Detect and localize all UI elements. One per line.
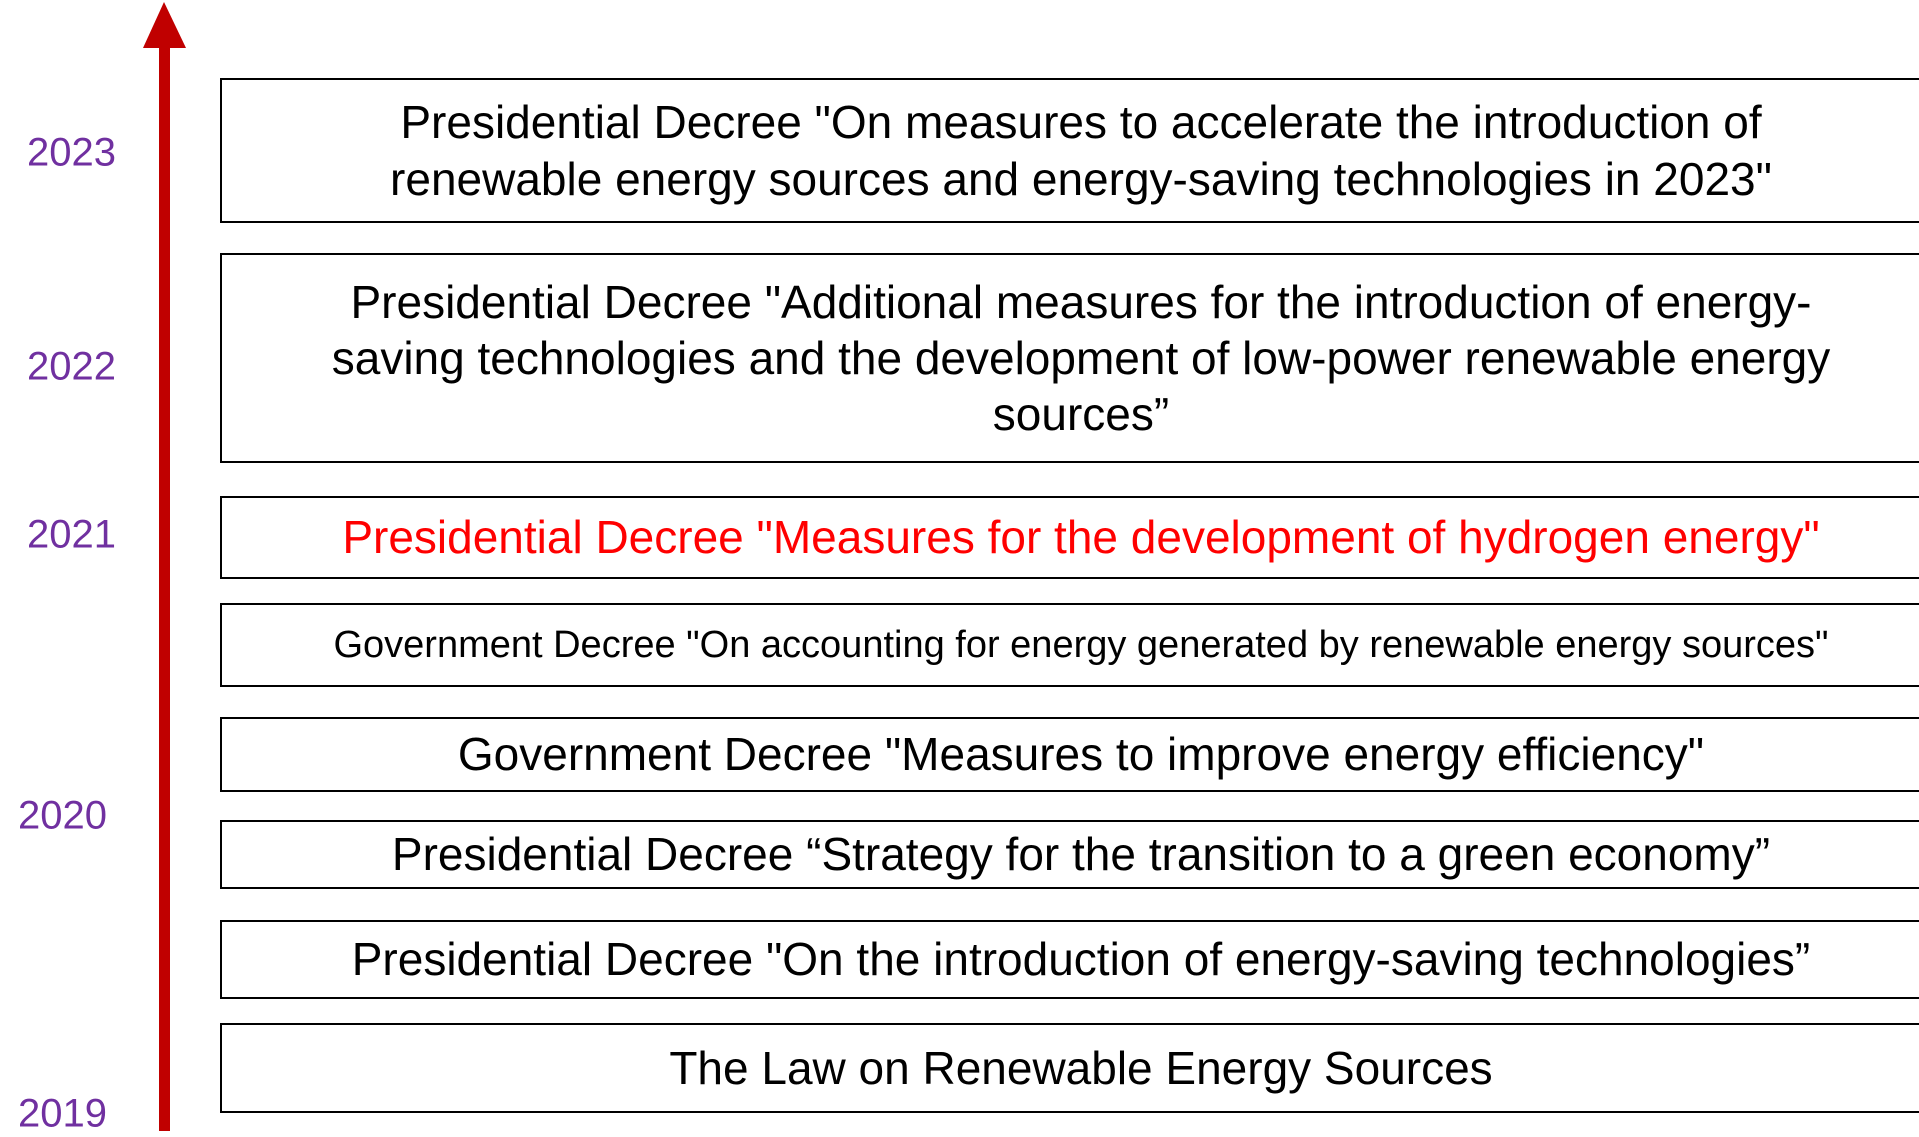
decree-text: The Law on Renewable Energy Sources [669,1041,1493,1094]
timeline-arrow [143,2,186,1131]
decree-text: Government Decree "On accounting for ene… [333,623,1829,666]
year-label: 2021 [27,512,116,557]
decree-box: Presidential Decree "Additional measures… [220,253,1919,463]
decree-box: The Law on Renewable Energy Sources [220,1023,1919,1113]
year-label: 2022 [27,344,116,389]
decree-box: Government Decree "Measures to improve e… [220,717,1919,792]
decree-text: Presidential Decree "Additional measures… [331,275,1831,441]
year-label: 2020 [18,793,107,838]
decree-box: Presidential Decree “Strategy for the tr… [220,820,1919,889]
decree-text: Presidential Decree "Measures for the de… [342,511,1820,564]
arrow-head [143,2,186,48]
decree-text: Presidential Decree “Strategy for the tr… [391,828,1771,881]
decree-box: Presidential Decree "On the introduction… [220,920,1919,999]
decree-text: Presidential Decree "On measures to acce… [390,96,1772,205]
decree-text: Presidential Decree "On the introduction… [351,933,1811,986]
decree-box: Presidential Decree "On measures to acce… [220,78,1919,223]
decree-text: Government Decree "Measures to improve e… [457,728,1705,781]
year-label: 2023 [27,130,116,175]
decree-box: Presidential Decree "Measures for the de… [220,496,1919,579]
decree-box: Government Decree "On accounting for ene… [220,603,1919,687]
year-label: 2019 [18,1091,107,1136]
arrow-shaft [159,45,170,1131]
